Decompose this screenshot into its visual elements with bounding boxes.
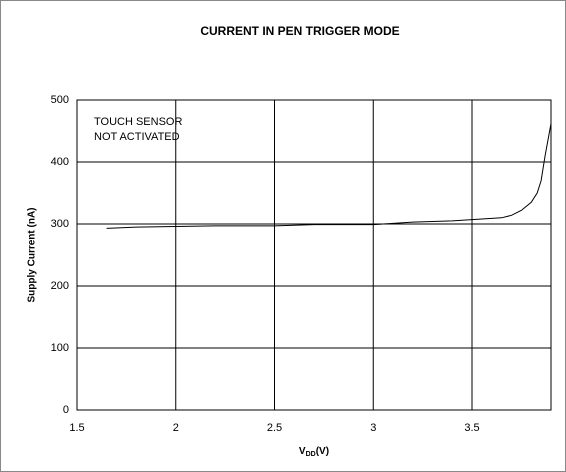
y-tick-label: 100: [51, 342, 69, 354]
x-label-suffix: (V): [316, 446, 329, 457]
x-tick-label: 3: [370, 422, 376, 434]
x-tick-label: 1.5: [69, 422, 84, 434]
annotation: TOUCH SENSOR: [94, 116, 182, 128]
x-tick-label: 2.5: [267, 422, 282, 434]
x-axis-label: VDD(V): [299, 446, 329, 458]
chart-title: CURRENT IN PEN TRIGGER MODE: [200, 24, 399, 38]
x-label-main: V: [299, 446, 306, 457]
y-tick-label: 200: [51, 280, 69, 292]
y-tick-label: 0: [63, 404, 69, 416]
y-axis-label: Supply Current (nA): [27, 208, 38, 303]
x-tick-label: 2: [173, 422, 179, 434]
data-line: [106, 123, 552, 229]
x-label-subscript: DD: [306, 451, 316, 458]
x-tick-label: 3.5: [464, 422, 479, 434]
y-tick-label: 500: [51, 94, 69, 106]
y-tick-label: 300: [51, 218, 69, 230]
y-tick-label: 400: [51, 156, 69, 168]
annotation: NOT ACTIVATED: [94, 131, 180, 143]
